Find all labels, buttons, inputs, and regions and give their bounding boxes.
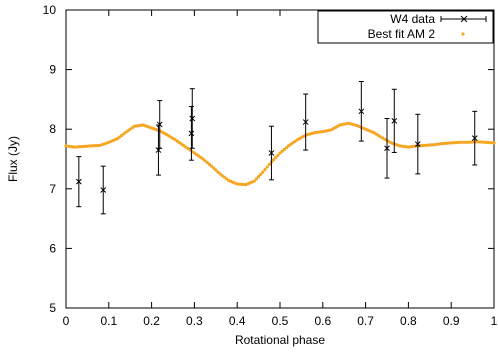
fit-point (282, 147, 286, 152)
w4-data-point (384, 117, 390, 179)
x-tick-label: 0 (63, 314, 70, 328)
x-marker (471, 135, 478, 141)
fit-point (492, 141, 496, 145)
x-marker (156, 121, 163, 128)
w4-data-point (189, 88, 196, 149)
w4-data-point (358, 81, 365, 142)
w4-data-point (75, 156, 82, 208)
fit-point (212, 166, 216, 170)
x-marker (100, 187, 107, 193)
legend-label-w4: W4 data (390, 12, 435, 26)
w4-data-point (414, 113, 421, 175)
x-marker (302, 119, 309, 125)
fit-point (201, 157, 205, 161)
fit-point (276, 153, 280, 157)
w4-data-point (471, 110, 478, 166)
fit-point (280, 149, 284, 153)
fit-point (203, 159, 207, 163)
x-axis-label: Rotational phase (235, 333, 325, 347)
y-axis-ticks: 5 6 7 8 9 10 (43, 3, 494, 315)
fit-point (278, 151, 282, 155)
y-tick-label: 10 (43, 3, 57, 17)
fit-point (274, 155, 278, 160)
legend-errorbar-marker (440, 15, 487, 23)
y-tick-label: 5 (49, 301, 56, 315)
w4-data-point (268, 125, 275, 181)
x-tick-label: 0.8 (400, 314, 417, 328)
x-tick-label: 0.1 (100, 314, 117, 328)
x-axis-ticks: 0 0.1 0.2 0.3 0.4 0.5 0.6 0.7 0.8 0.9 1 (63, 10, 498, 328)
fit-point (257, 174, 261, 179)
x-marker (189, 115, 196, 122)
fit-point (207, 162, 211, 166)
x-marker (268, 150, 275, 156)
legend-box (317, 10, 494, 44)
w4-data-point (188, 106, 195, 161)
x-tick-label: 0.4 (229, 314, 246, 328)
x-marker (414, 141, 421, 147)
fit-point (265, 165, 269, 169)
fit-point (254, 177, 259, 181)
x-marker (391, 118, 398, 124)
legend-label-fit: Best fit AM 2 (368, 27, 436, 41)
best-fit-series (64, 121, 496, 187)
fit-point (261, 170, 265, 174)
fit-point (271, 158, 276, 162)
x-marker (75, 178, 82, 185)
y-tick-label: 7 (49, 182, 56, 196)
w4-data-point (391, 88, 398, 153)
x-marker (188, 130, 195, 137)
fit-point (205, 160, 209, 165)
w4-data-point (100, 165, 107, 215)
y-axis-label: Flux (Jy) (6, 136, 20, 182)
fit-point (263, 167, 267, 172)
x-tick-label: 0.3 (186, 314, 203, 328)
fit-point (209, 164, 214, 168)
legend-fit-marker (461, 32, 465, 36)
x-tick-label: 0.5 (272, 314, 289, 328)
y-tick-label: 8 (49, 122, 56, 136)
y-tick-label: 9 (49, 63, 56, 77)
fit-point (252, 179, 256, 183)
x-marker (358, 108, 365, 115)
x-tick-label: 0.6 (314, 314, 331, 328)
plot-frame (65, 9, 495, 309)
x-tick-label: 0.2 (143, 314, 160, 328)
fit-point (284, 146, 289, 150)
w4-data-point (156, 100, 163, 149)
w4-data-point (302, 93, 309, 151)
y-tick-label: 6 (49, 241, 56, 255)
fit-point (214, 168, 218, 172)
fit-point (267, 162, 271, 167)
fit-point (259, 172, 263, 176)
fit-point (216, 170, 220, 174)
x-tick-label: 0.7 (357, 314, 374, 328)
x-tick-label: 1 (491, 314, 498, 328)
x-marker (384, 145, 390, 152)
w4-data-series (75, 81, 478, 215)
legend: W4 data Best fit AM 2 (317, 10, 494, 44)
x-tick-label: 0.9 (443, 314, 460, 328)
